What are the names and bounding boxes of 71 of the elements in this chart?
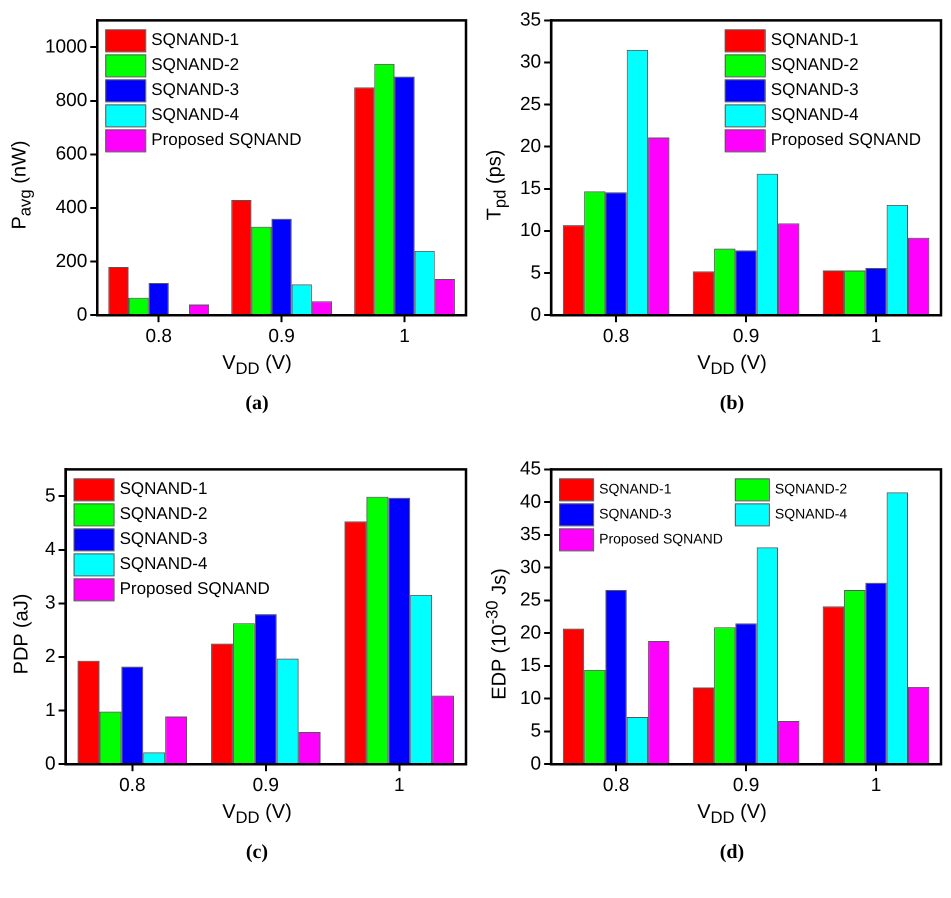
legend-label: SQNAND-3: [151, 80, 240, 100]
legend-label: SQNAND-4: [120, 554, 208, 574]
legend-label: SQNAND-3: [120, 529, 208, 548]
y-tick-label: 1: [44, 700, 56, 721]
x-tick-label: 1: [394, 774, 405, 796]
y-tick-label: 2: [44, 646, 56, 668]
text: (b): [718, 392, 746, 415]
y-tick-label: 0: [530, 304, 542, 326]
legend-label: Proposed SQNAND: [599, 530, 723, 546]
y-tick-label: 400: [56, 197, 88, 218]
y-tick-label: 10: [520, 688, 542, 709]
y-tick-label: 0: [44, 753, 56, 774]
y-tick-label: 0: [76, 304, 88, 326]
y-tick-label: 30: [520, 52, 542, 73]
y-tick-label: 800: [56, 90, 88, 112]
x-tick-label: 0.8: [602, 326, 630, 347]
x-tick-label: 0.9: [252, 774, 279, 796]
legend-label: SQNAND-4: [774, 505, 848, 522]
y-tick-label: 10: [520, 220, 542, 242]
y-tick-label: 5: [44, 485, 56, 506]
x-tick-label: 0.9: [268, 326, 295, 347]
legend-label: SQNAND-2: [151, 55, 240, 74]
x-axis-title: V$_{DD}$ (V): [221, 801, 293, 828]
y-tick-label: 35: [520, 524, 542, 546]
legend-label: SQNAND-1: [770, 30, 859, 50]
y-tick-label: 600: [56, 144, 88, 165]
legend-label: SQNAND-2: [120, 504, 208, 524]
legend-label: SQNAND-1: [120, 479, 208, 498]
x-tick-label: 1: [870, 774, 882, 796]
y-tick-label: 40: [520, 491, 542, 512]
legend-label: SQNAND-4: [770, 105, 859, 124]
y-tick-label: 30: [520, 556, 542, 578]
text: (a): [244, 392, 270, 415]
legend-label: Proposed SQNAND: [120, 579, 270, 598]
y-tick-label: 20: [520, 136, 542, 157]
legend-label: Proposed SQNAND: [151, 130, 302, 150]
legend-label: SQNAND-3: [599, 505, 672, 522]
y-tick-label: 1000: [44, 36, 88, 58]
x-tick-label: 0.9: [732, 326, 760, 347]
y-tick-label: 0: [530, 753, 542, 774]
y-tick-label: 3: [44, 592, 56, 614]
x-tick-label: 0.8: [146, 326, 172, 347]
x-tick-label: 0.8: [602, 774, 630, 796]
y-tick-label: 45: [520, 458, 542, 480]
y-tick-label: 15: [520, 178, 542, 200]
y-tick-label: 5: [530, 262, 542, 284]
y-tick-label: 5: [530, 720, 542, 742]
x-tick-label: 1: [399, 326, 410, 347]
y-tick-label: 20: [520, 622, 542, 644]
legend-label: SQNAND-1: [151, 30, 240, 50]
y-tick-label: 4: [44, 539, 56, 560]
x-axis-title: V$_{DD}$ (V): [221, 352, 293, 379]
legend-label: Proposed SQNAND: [770, 130, 922, 150]
legend-label: SQNAND-4: [151, 105, 240, 124]
x-axis-title: V$_{DD}$ (V): [696, 352, 768, 379]
x-axis-title: V$_{DD}$ (V): [696, 801, 768, 828]
x-tick-label: 0.8: [119, 774, 146, 796]
text: (d): [718, 841, 746, 864]
y-tick-label: 25: [520, 94, 542, 115]
y-axis-title: PDP (aJ): [10, 594, 34, 674]
y-tick-label: 200: [56, 250, 88, 272]
y-tick-label: 25: [520, 590, 542, 611]
y-tick-label: 15: [520, 655, 542, 676]
legend-label: SQNAND-2: [774, 480, 848, 496]
x-tick-label: 0.9: [732, 774, 760, 796]
legend-label: SQNAND-2: [770, 55, 859, 74]
y-tick-label: 35: [520, 10, 542, 31]
legend-label: SQNAND-3: [770, 80, 859, 100]
text: (c): [244, 841, 270, 864]
legend-label: SQNAND-1: [599, 480, 672, 496]
x-tick-label: 1: [870, 326, 882, 347]
